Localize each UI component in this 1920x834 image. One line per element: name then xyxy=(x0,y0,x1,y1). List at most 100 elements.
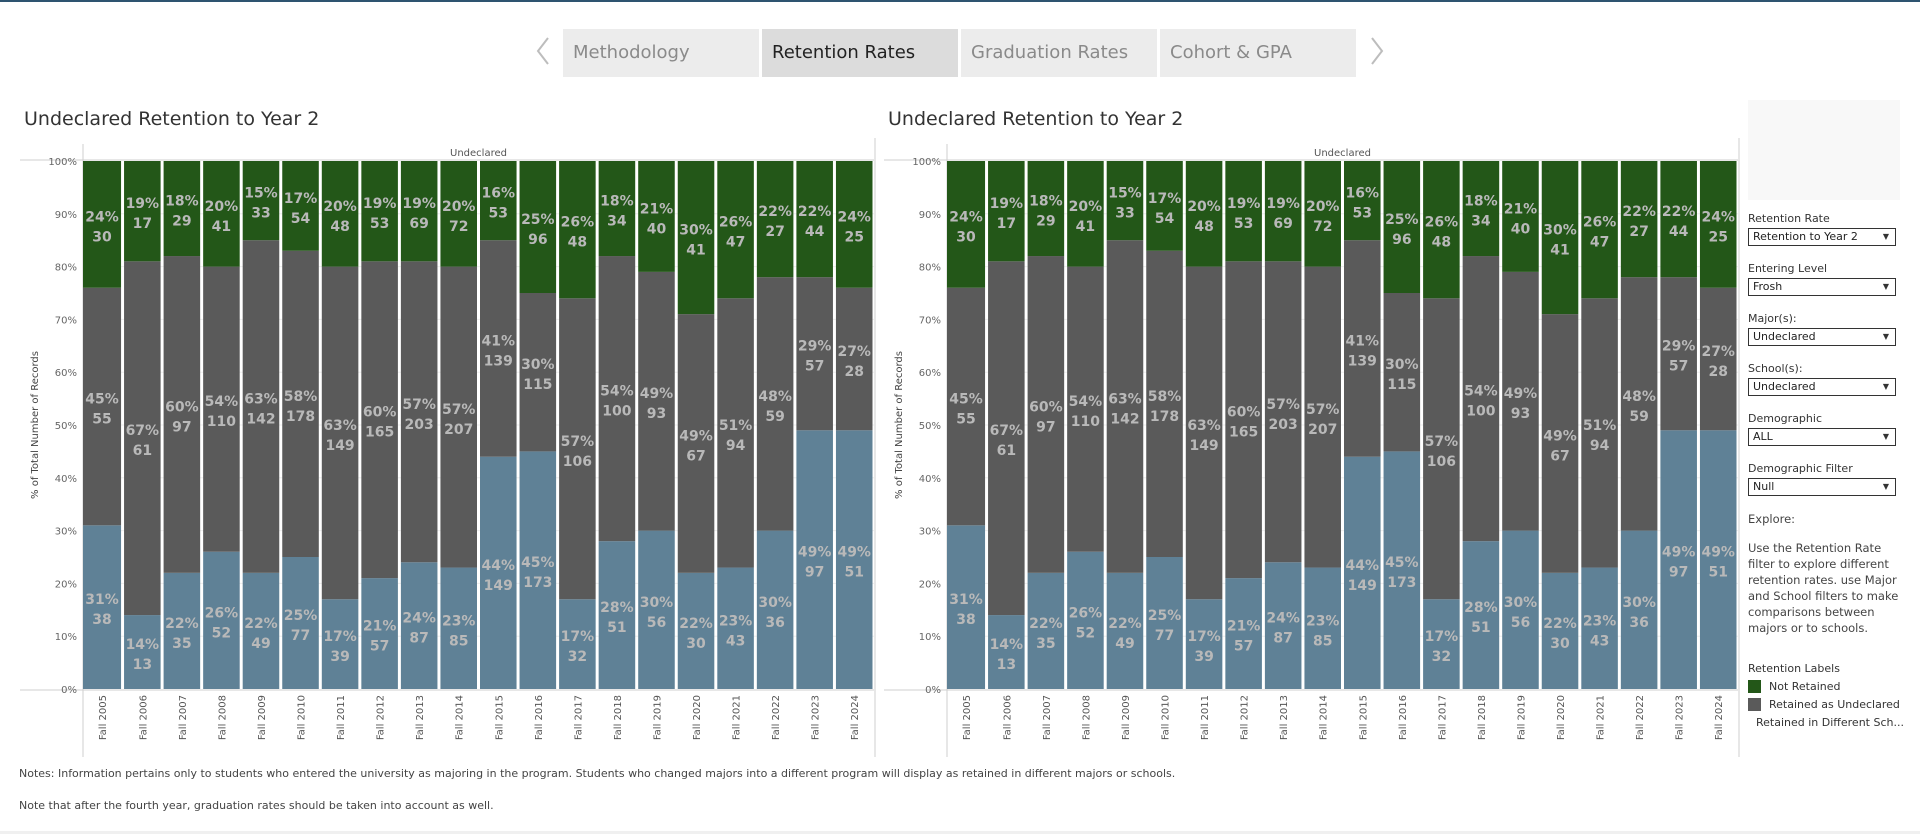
bar-segment-retained-as-undeclared[interactable] xyxy=(1225,261,1262,579)
bar-segment-retained-as-undeclared[interactable] xyxy=(1620,277,1658,531)
bar-segment-not-retained[interactable] xyxy=(1541,161,1579,315)
legend-item-retained-different-school[interactable]: Retained in Different Sch... xyxy=(1748,716,1904,729)
bar-segment-retained-in-different-school[interactable] xyxy=(1581,567,1618,689)
bar-segment-not-retained[interactable] xyxy=(717,161,754,299)
bar-segment-retained-in-different-school[interactable] xyxy=(835,430,873,689)
bar-segment-not-retained[interactable] xyxy=(1620,161,1658,278)
bar-segment-retained-in-different-school[interactable] xyxy=(1383,451,1421,689)
bar-segment-not-retained[interactable] xyxy=(124,161,161,262)
bar-segment-retained-in-different-school[interactable] xyxy=(1027,572,1065,689)
bar-segment-retained-as-undeclared[interactable] xyxy=(1699,287,1737,431)
bar-segment-retained-in-different-school[interactable] xyxy=(1264,562,1302,689)
bar-segment-retained-as-undeclared[interactable] xyxy=(361,261,398,579)
demographic-filter-dropdown[interactable]: Null ▼ xyxy=(1748,478,1896,496)
bar-segment-retained-as-undeclared[interactable] xyxy=(1423,298,1460,600)
bar-segment-not-retained[interactable] xyxy=(1462,161,1500,257)
bar-segment-retained-as-undeclared[interactable] xyxy=(947,287,986,526)
bar-segment-retained-in-different-school[interactable] xyxy=(796,430,833,689)
bar-segment-retained-in-different-school[interactable] xyxy=(1620,530,1658,689)
legend-item-not-retained[interactable]: Not Retained xyxy=(1748,680,1900,693)
bar-segment-not-retained[interactable] xyxy=(519,161,557,293)
bar-segment-retained-in-different-school[interactable] xyxy=(638,530,675,689)
bar-segment-retained-as-undeclared[interactable] xyxy=(559,298,596,600)
bar-segment-retained-in-different-school[interactable] xyxy=(1423,599,1460,689)
bar-segment-retained-as-undeclared[interactable] xyxy=(242,240,280,573)
bar-segment-not-retained[interactable] xyxy=(1225,161,1262,262)
bar-segment-retained-as-undeclared[interactable] xyxy=(1541,314,1579,573)
bar-segment-not-retained[interactable] xyxy=(1067,161,1104,267)
bar-segment-retained-in-different-school[interactable] xyxy=(947,525,986,689)
schools-dropdown[interactable]: Undeclared ▼ xyxy=(1748,378,1896,396)
bar-segment-retained-as-undeclared[interactable] xyxy=(677,314,715,573)
bar-segment-not-retained[interactable] xyxy=(1304,161,1341,267)
bar-segment-retained-as-undeclared[interactable] xyxy=(1304,266,1341,568)
bar-segment-retained-in-different-school[interactable] xyxy=(480,456,517,689)
bar-segment-retained-as-undeclared[interactable] xyxy=(124,261,161,616)
bar-segment-retained-in-different-school[interactable] xyxy=(400,562,438,689)
bar-segment-not-retained[interactable] xyxy=(559,161,596,299)
retention-rate-dropdown[interactable]: Retention to Year 2 ▼ xyxy=(1748,228,1896,246)
tab-retention-rates[interactable]: Retention Rates xyxy=(762,29,958,77)
previous-tab-button[interactable] xyxy=(532,34,556,68)
bar-segment-not-retained[interactable] xyxy=(163,161,201,257)
bar-segment-retained-as-undeclared[interactable] xyxy=(1264,261,1302,563)
bar-segment-retained-as-undeclared[interactable] xyxy=(1067,266,1104,552)
bar-segment-not-retained[interactable] xyxy=(400,161,438,262)
next-tab-button[interactable] xyxy=(1364,34,1388,68)
bar-segment-retained-as-undeclared[interactable] xyxy=(835,287,873,431)
bar-segment-retained-in-different-school[interactable] xyxy=(83,525,122,689)
demographic-dropdown[interactable]: ALL ▼ xyxy=(1748,428,1896,446)
bar-segment-not-retained[interactable] xyxy=(1660,161,1697,278)
bar-segment-retained-in-different-school[interactable] xyxy=(163,572,201,689)
bar-segment-retained-in-different-school[interactable] xyxy=(440,567,477,689)
bar-segment-not-retained[interactable] xyxy=(1264,161,1302,262)
tab-methodology[interactable]: Methodology xyxy=(563,29,759,77)
bar-segment-not-retained[interactable] xyxy=(835,161,873,288)
bar-segment-retained-in-different-school[interactable] xyxy=(282,557,319,689)
bar-segment-not-retained[interactable] xyxy=(1699,161,1737,288)
bar-segment-retained-in-different-school[interactable] xyxy=(1304,567,1341,689)
bar-segment-retained-in-different-school[interactable] xyxy=(242,572,280,689)
bar-segment-retained-in-different-school[interactable] xyxy=(1106,572,1144,689)
bar-segment-retained-as-undeclared[interactable] xyxy=(282,250,319,557)
bar-segment-retained-in-different-school[interactable] xyxy=(1502,530,1539,689)
bar-segment-not-retained[interactable] xyxy=(1383,161,1421,293)
bar-segment-retained-as-undeclared[interactable] xyxy=(598,256,636,542)
bar-segment-retained-as-undeclared[interactable] xyxy=(400,261,438,563)
bar-segment-not-retained[interactable] xyxy=(1423,161,1460,299)
bar-segment-retained-as-undeclared[interactable] xyxy=(796,277,833,431)
bar-segment-retained-as-undeclared[interactable] xyxy=(1106,240,1144,573)
bar-segment-retained-in-different-school[interactable] xyxy=(598,541,636,689)
bar-segment-retained-in-different-school[interactable] xyxy=(1146,557,1183,689)
bar-segment-not-retained[interactable] xyxy=(1185,161,1223,267)
bar-segment-not-retained[interactable] xyxy=(480,161,517,241)
bar-segment-not-retained[interactable] xyxy=(361,161,398,262)
entering-level-dropdown[interactable]: Frosh ▼ xyxy=(1748,278,1896,296)
bar-segment-not-retained[interactable] xyxy=(1146,161,1183,251)
bar-segment-retained-as-undeclared[interactable] xyxy=(1344,240,1381,457)
bar-segment-retained-in-different-school[interactable] xyxy=(203,551,240,689)
bar-segment-retained-as-undeclared[interactable] xyxy=(1146,250,1183,557)
bar-segment-retained-in-different-school[interactable] xyxy=(756,530,794,689)
bar-segment-retained-in-different-school[interactable] xyxy=(519,451,557,689)
bar-segment-retained-in-different-school[interactable] xyxy=(1541,572,1579,689)
tab-cohort-gpa[interactable]: Cohort & GPA xyxy=(1160,29,1356,77)
bar-segment-retained-as-undeclared[interactable] xyxy=(1581,298,1618,568)
bar-segment-retained-in-different-school[interactable] xyxy=(559,599,596,689)
bar-segment-not-retained[interactable] xyxy=(988,161,1025,262)
bar-segment-not-retained[interactable] xyxy=(1581,161,1618,299)
bar-segment-retained-as-undeclared[interactable] xyxy=(1185,266,1223,600)
bar-segment-not-retained[interactable] xyxy=(440,161,477,267)
bar-segment-not-retained[interactable] xyxy=(1344,161,1381,241)
majors-dropdown[interactable]: Undeclared ▼ xyxy=(1748,328,1896,346)
bar-segment-retained-as-undeclared[interactable] xyxy=(519,293,557,452)
bar-segment-retained-in-different-school[interactable] xyxy=(1462,541,1500,689)
bar-segment-retained-in-different-school[interactable] xyxy=(1185,599,1223,689)
bar-segment-retained-as-undeclared[interactable] xyxy=(321,266,359,600)
bar-segment-retained-as-undeclared[interactable] xyxy=(717,298,754,568)
bar-segment-not-retained[interactable] xyxy=(638,161,675,272)
tab-graduation-rates[interactable]: Graduation Rates xyxy=(961,29,1157,77)
bar-segment-retained-in-different-school[interactable] xyxy=(124,615,161,689)
bar-segment-retained-in-different-school[interactable] xyxy=(1225,578,1262,689)
bar-segment-retained-as-undeclared[interactable] xyxy=(1027,256,1065,573)
